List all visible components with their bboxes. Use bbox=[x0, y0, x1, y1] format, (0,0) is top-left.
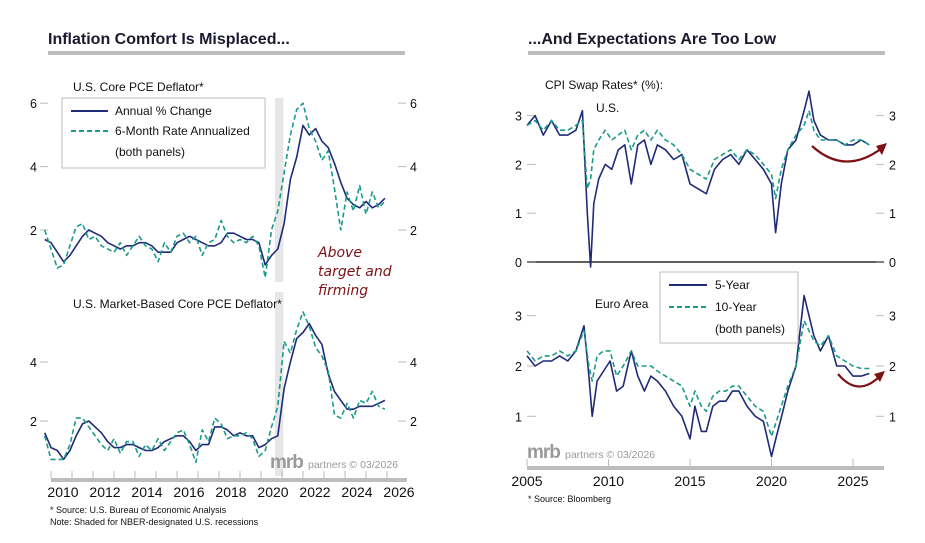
right-legend-box bbox=[659, 271, 799, 344]
y-tick-label-left: 3 bbox=[515, 110, 522, 124]
euro-arrow-curve bbox=[837, 373, 881, 388]
euro-upturn-arrow bbox=[837, 371, 885, 388]
y-tick-label-right: 4 bbox=[410, 356, 417, 370]
recession-shade bbox=[275, 98, 284, 282]
y-tick-label-left: 4 bbox=[30, 356, 37, 370]
recession-shade bbox=[275, 292, 284, 476]
mrb-logo: mrb bbox=[270, 452, 303, 473]
right-panel-title: ...And Expectations Are Too Low bbox=[528, 31, 777, 48]
left-x-axis-bar bbox=[51, 478, 407, 482]
annotation-line-1: Above bbox=[317, 245, 362, 261]
x-tick-label: 2015 bbox=[674, 473, 705, 489]
watermark-text: partners © 03/2026 bbox=[565, 449, 655, 461]
us-arrow-curve bbox=[811, 145, 883, 163]
x-tick-label: 2012 bbox=[89, 484, 120, 500]
watermark-text: partners © 03/2026 bbox=[308, 459, 398, 471]
y-tick-label-right: 1 bbox=[889, 410, 896, 424]
us-arrowhead-icon bbox=[876, 143, 887, 155]
y-tick-label-left: 6 bbox=[30, 97, 37, 111]
axes-layer: 2 2 4 4 6 6 2 2 4 4 0 0 1 1 2 2 3 3 1 1 2 2 3 3 2010 2012 2014 2016… bbox=[30, 97, 896, 500]
left-panel-title: Inflation Comfort Is Misplaced... bbox=[48, 31, 290, 48]
us-market-pce-title: U.S. Market-Based Core PCE Deflator* bbox=[73, 297, 282, 311]
right-x-axis-bar bbox=[527, 466, 884, 470]
legend-label-10y: 10-Year bbox=[715, 300, 757, 314]
us-subtitle: U.S. bbox=[596, 101, 619, 115]
y-tick-label-right: 2 bbox=[889, 360, 896, 374]
legend-note-left: (both panels) bbox=[115, 145, 185, 159]
us-upturn-arrow bbox=[811, 143, 887, 163]
legend-label-annual: Annual % Change bbox=[115, 104, 212, 118]
y-tick-label-right: 2 bbox=[410, 415, 417, 429]
y-tick-label-right: 0 bbox=[889, 256, 896, 270]
right-watermark: mrb partners © 03/2026 bbox=[527, 442, 655, 463]
left-watermark: mrb partners © 03/2026 bbox=[270, 452, 398, 473]
x-tick-label: 2025 bbox=[837, 473, 868, 489]
us-core-pce-title: U.S. Core PCE Deflator* bbox=[73, 80, 204, 94]
cpi-swap-title: CPI Swap Rates* (%): bbox=[545, 78, 663, 92]
series-line-annual-change bbox=[44, 124, 386, 266]
series-line-6-month-rate-annualized bbox=[43, 102, 386, 279]
x-tick-label: 2016 bbox=[173, 484, 204, 500]
y-tick-label-right: 6 bbox=[410, 97, 417, 111]
right-title-rule bbox=[528, 51, 885, 55]
y-tick-label-left: 2 bbox=[515, 158, 522, 172]
series-line-6-month-rate-annualized bbox=[43, 311, 386, 464]
y-tick-label-left: 1 bbox=[515, 410, 522, 424]
legend-label-6m: 6-Month Rate Annualized bbox=[115, 124, 250, 138]
series-line-5-year bbox=[526, 90, 870, 268]
y-tick-label-right: 3 bbox=[889, 110, 896, 124]
annotation-line-3: firming bbox=[318, 283, 368, 299]
y-tick-label-left: 4 bbox=[30, 161, 37, 175]
left-legend-box bbox=[61, 97, 266, 169]
x-tick-label: 2010 bbox=[593, 473, 624, 489]
y-tick-label-right: 4 bbox=[410, 161, 417, 175]
left-title-rule bbox=[48, 51, 405, 55]
y-tick-label-left: 1 bbox=[515, 207, 522, 221]
y-tick-label-left: 2 bbox=[30, 415, 37, 429]
annotation-line-2: target and bbox=[318, 264, 392, 280]
y-tick-label-right: 2 bbox=[889, 158, 896, 172]
series-line-10-year bbox=[526, 109, 870, 200]
euro-area-subtitle: Euro Area bbox=[595, 297, 649, 311]
left-recession-note: Note: Shaded for NBER-designated U.S. re… bbox=[50, 517, 259, 527]
y-tick-label-right: 1 bbox=[889, 207, 896, 221]
series-line-5-year bbox=[526, 294, 870, 458]
y-tick-label-right: 2 bbox=[410, 224, 417, 238]
legend-note-right: (both panels) bbox=[715, 322, 785, 336]
x-tick-label: 2018 bbox=[215, 484, 246, 500]
x-tick-label: 2022 bbox=[299, 484, 330, 500]
euro-arrowhead-icon bbox=[874, 371, 885, 382]
left-source-note: * Source: U.S. Bureau of Economic Analys… bbox=[50, 505, 227, 515]
series-line-annual-change bbox=[43, 322, 386, 461]
x-tick-label: 2005 bbox=[511, 473, 542, 489]
right-legend: 5-Year 10-Year (both panels) bbox=[659, 271, 799, 344]
left-legend: Annual % Change 6-Month Rate Annualized … bbox=[61, 97, 266, 169]
x-tick-label: 2014 bbox=[131, 484, 162, 500]
right-source-note: * Source: Bloomberg bbox=[528, 494, 611, 504]
y-tick-label-left: 2 bbox=[515, 360, 522, 374]
legend-label-5y: 5-Year bbox=[715, 278, 750, 292]
y-tick-label-left: 3 bbox=[515, 310, 522, 324]
x-tick-label: 2024 bbox=[341, 484, 372, 500]
x-tick-label: 2026 bbox=[383, 484, 414, 500]
mrb-logo: mrb bbox=[527, 442, 560, 463]
series-line-10-year bbox=[526, 319, 870, 438]
series-layer bbox=[43, 90, 870, 464]
x-tick-label: 2010 bbox=[47, 484, 78, 500]
x-tick-label: 2020 bbox=[756, 473, 787, 489]
y-tick-label-left: 0 bbox=[515, 256, 522, 270]
x-tick-label: 2020 bbox=[257, 484, 288, 500]
y-tick-label-right: 3 bbox=[889, 310, 896, 324]
y-tick-label-left: 2 bbox=[30, 224, 37, 238]
